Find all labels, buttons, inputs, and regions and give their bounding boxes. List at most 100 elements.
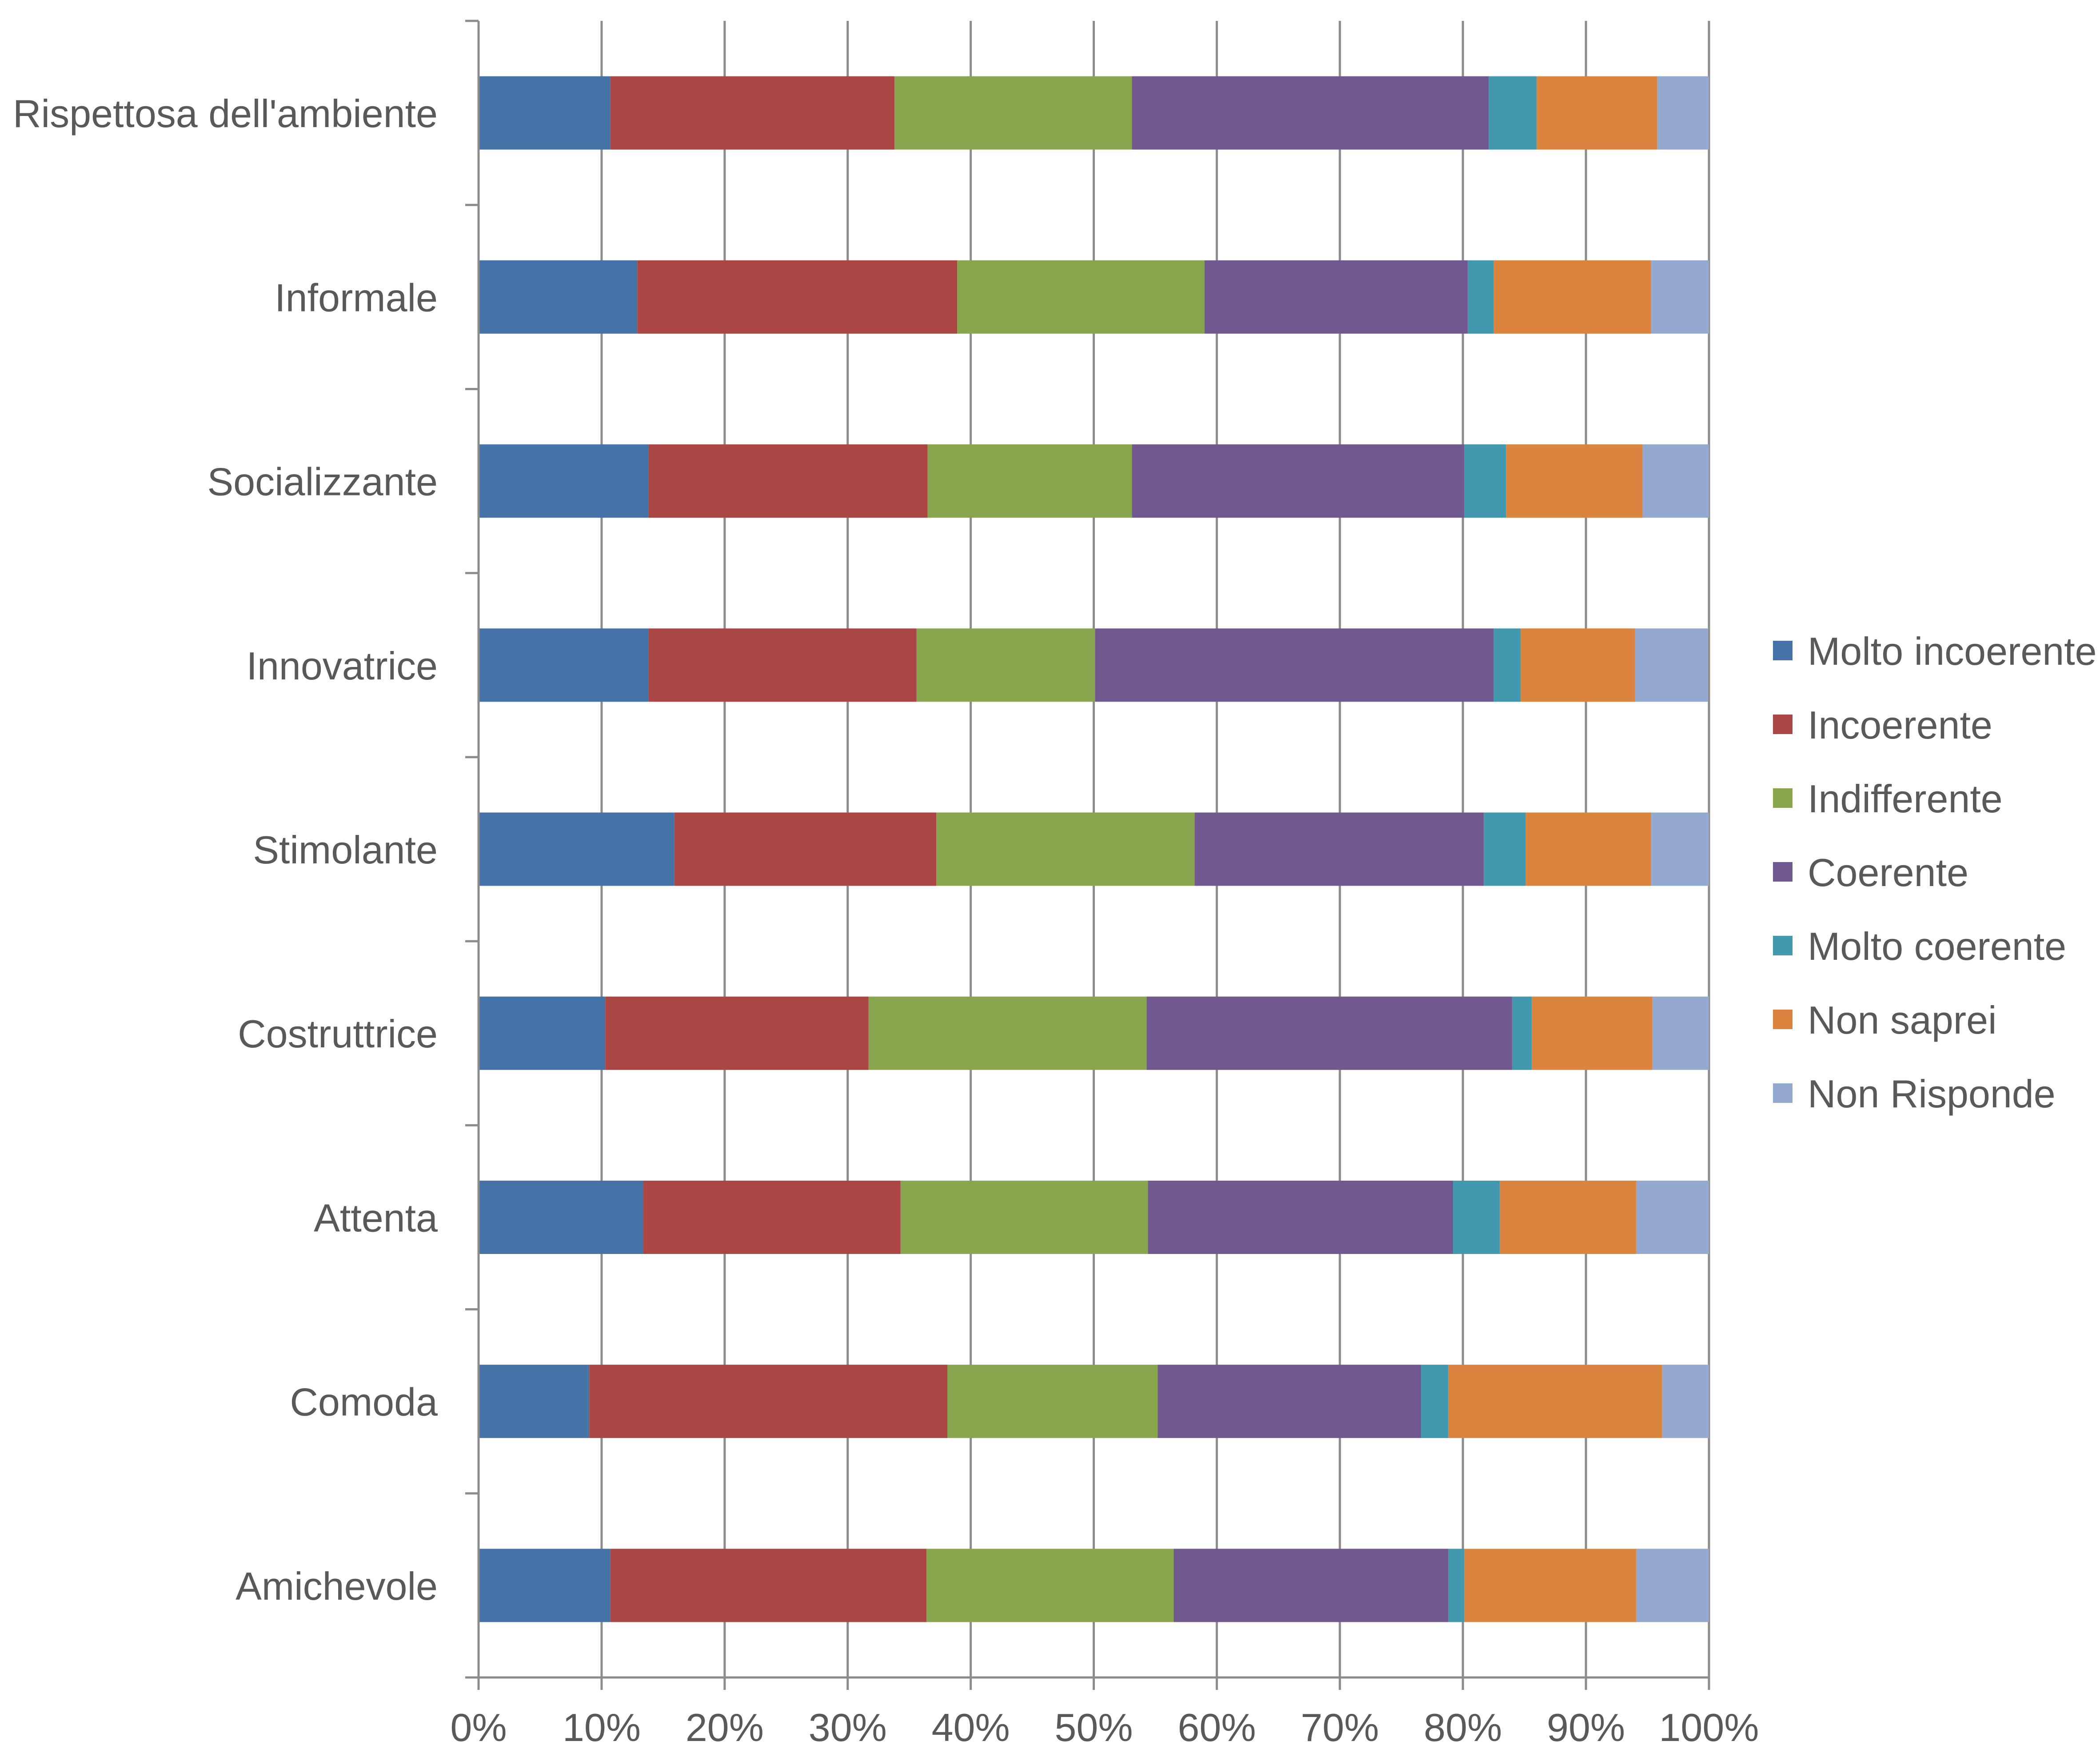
bar-non-saprei-socializzante — [1506, 444, 1643, 518]
x-tick-label: 60% — [1178, 1705, 1256, 1749]
axes: 0% 10% 20% 30% 40% 50% 60% 70% 80% 90% 100% Rispett… — [13, 20, 1759, 1749]
bar-non-risponde-costruttrice — [1652, 996, 1709, 1070]
x-tick-label: 0% — [450, 1705, 507, 1749]
category-label: Comoda — [290, 1380, 438, 1424]
x-tick-label: 80% — [1424, 1705, 1502, 1749]
bars — [479, 76, 1709, 1622]
bar-molto-coerente-rispettosa-dell-ambiente — [1489, 76, 1537, 150]
bar-coerente-informale — [1204, 260, 1468, 334]
category-label: Informale — [275, 276, 438, 319]
bar-non-risponde-attenta — [1636, 1180, 1709, 1254]
x-tick-label: 40% — [932, 1705, 1010, 1749]
category-label: Attenta — [314, 1196, 438, 1240]
bar-molto-incoerente-informale — [479, 260, 638, 334]
category-label: Rispettosa dell'ambiente — [13, 92, 438, 136]
category-label: Socializzante — [207, 460, 438, 504]
category-label: Amichevole — [236, 1564, 438, 1608]
legend-swatch — [1773, 936, 1793, 955]
bar-molto-incoerente-stimolante — [479, 812, 675, 886]
bar-indifferente-comoda — [947, 1365, 1158, 1438]
legend-label: Molto coerente — [1808, 924, 2066, 968]
bar-incoerente-socializzante — [648, 444, 928, 518]
bar-non-saprei-stimolante — [1525, 812, 1651, 886]
bar-non-risponde-innovatrice — [1635, 628, 1708, 702]
legend-label: Non saprei — [1808, 998, 1997, 1042]
bar-non-saprei-innovatrice — [1521, 628, 1635, 702]
bar-indifferente-rispettosa-dell-ambiente — [894, 76, 1132, 150]
x-tick-label: 10% — [563, 1705, 641, 1749]
bar-molto-coerente-innovatrice — [1493, 628, 1521, 702]
bar-molto-incoerente-amichevole — [479, 1549, 611, 1622]
bar-molto-coerente-costruttrice — [1512, 996, 1532, 1070]
bar-incoerente-attenta — [643, 1180, 901, 1254]
bar-molto-incoerente-attenta — [479, 1180, 644, 1254]
bar-coerente-comoda — [1158, 1365, 1421, 1438]
category-label: Innovatrice — [247, 644, 438, 688]
bar-molto-coerente-attenta — [1453, 1180, 1500, 1254]
bar-coerente-amichevole — [1174, 1549, 1448, 1622]
bar-incoerente-innovatrice — [648, 628, 917, 702]
bar-incoerente-rispettosa-dell-ambiente — [610, 76, 894, 150]
bar-molto-incoerente-socializzante — [479, 444, 649, 518]
bar-molto-incoerente-costruttrice — [479, 996, 606, 1070]
bar-non-risponde-socializzante — [1642, 444, 1709, 518]
bar-non-saprei-informale — [1493, 260, 1651, 334]
bar-coerente-stimolante — [1194, 812, 1484, 886]
x-tick-label: 90% — [1547, 1705, 1625, 1749]
x-tick-label: 100% — [1659, 1705, 1759, 1749]
bar-non-risponde-amichevole — [1636, 1549, 1709, 1622]
bar-molto-coerente-comoda — [1421, 1365, 1448, 1438]
bar-indifferente-socializzante — [927, 444, 1132, 518]
bar-non-risponde-rispettosa-dell-ambiente — [1657, 76, 1709, 150]
bar-molto-coerente-amichevole — [1448, 1549, 1464, 1622]
x-tick-label: 50% — [1054, 1705, 1133, 1749]
legend-swatch — [1773, 1010, 1793, 1029]
bar-non-risponde-stimolante — [1651, 812, 1709, 886]
legend-label: Incoerente — [1808, 703, 1992, 747]
legend-swatch — [1773, 788, 1793, 808]
bar-non-saprei-comoda — [1448, 1365, 1662, 1438]
bar-incoerente-stimolante — [674, 812, 937, 886]
legend-label: Indifferente — [1808, 777, 2003, 821]
bar-indifferente-attenta — [900, 1180, 1148, 1254]
bar-coerente-innovatrice — [1095, 628, 1494, 702]
bar-indifferente-amichevole — [926, 1549, 1174, 1622]
bar-indifferente-costruttrice — [868, 996, 1147, 1070]
bar-non-saprei-costruttrice — [1532, 996, 1653, 1070]
bar-indifferente-stimolante — [936, 812, 1195, 886]
bar-molto-coerente-stimolante — [1484, 812, 1526, 886]
category-label: Stimolante — [253, 828, 438, 872]
bar-molto-coerente-socializzante — [1464, 444, 1506, 518]
bar-molto-incoerente-comoda — [479, 1365, 590, 1438]
bar-incoerente-amichevole — [610, 1549, 926, 1622]
bar-non-saprei-attenta — [1500, 1180, 1637, 1254]
legend-swatch — [1773, 715, 1793, 734]
legend: Molto incoerente Incoerente Indifferente Co… — [1773, 629, 2097, 1116]
bar-indifferente-informale — [957, 260, 1205, 334]
legend-label: Non Risponde — [1808, 1072, 2056, 1116]
x-tick-label: 30% — [809, 1705, 887, 1749]
bar-incoerente-comoda — [589, 1365, 947, 1438]
bar-molto-incoerente-innovatrice — [479, 628, 649, 702]
bar-molto-coerente-informale — [1468, 260, 1494, 334]
legend-swatch — [1773, 1083, 1793, 1103]
bar-molto-incoerente-rispettosa-dell-ambiente — [479, 76, 611, 150]
bar-indifferente-innovatrice — [916, 628, 1095, 702]
bar-non-risponde-informale — [1651, 260, 1709, 334]
bar-non-saprei-rispettosa-dell-ambiente — [1537, 76, 1657, 150]
bar-coerente-socializzante — [1132, 444, 1464, 518]
bar-incoerente-costruttrice — [605, 996, 869, 1070]
bar-non-risponde-comoda — [1662, 1365, 1709, 1438]
x-tick-label: 20% — [686, 1705, 764, 1749]
bar-coerente-rispettosa-dell-ambiente — [1132, 76, 1489, 150]
legend-label: Molto incoerente — [1808, 629, 2097, 673]
x-tick-label: 70% — [1301, 1705, 1379, 1749]
legend-label: Coerente — [1808, 851, 1968, 894]
legend-swatch — [1773, 862, 1793, 882]
category-label: Costruttrice — [238, 1012, 438, 1056]
bar-non-saprei-amichevole — [1464, 1549, 1637, 1622]
bar-incoerente-informale — [637, 260, 958, 334]
legend-swatch — [1773, 641, 1793, 660]
